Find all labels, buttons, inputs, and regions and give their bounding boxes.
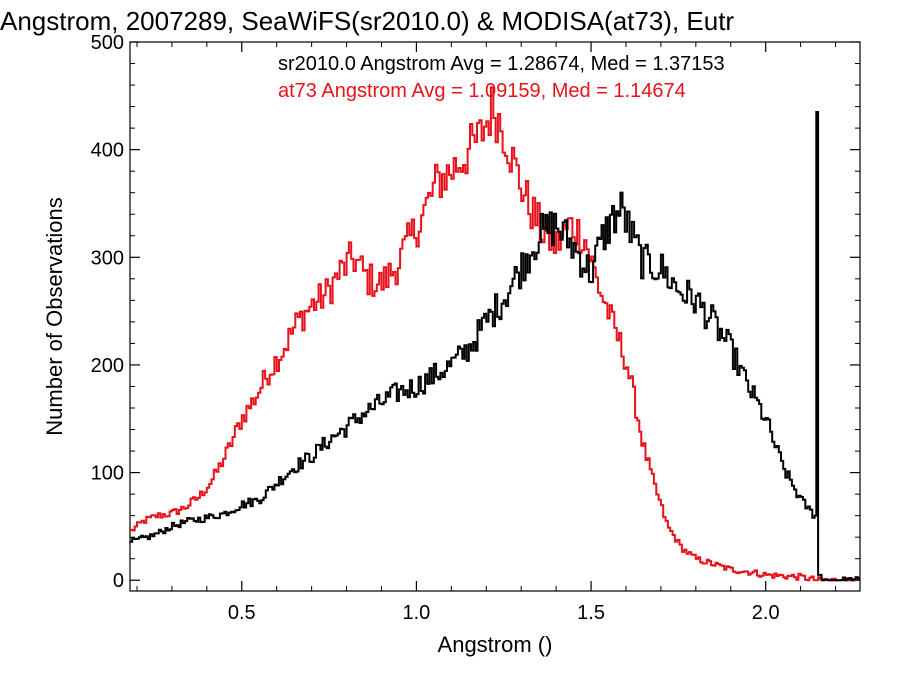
y-tick-label: 500 [91,32,124,54]
y-tick-label: 400 [91,140,124,162]
y-axis-label: Number of Observations [42,197,67,435]
chart-title: Angstrom, 2007289, SeaWiFS(sr2010.0) & M… [0,6,734,36]
x-axis: 0.5 1.0 1.5 2.0 [136,42,837,624]
y-tick-label: 300 [91,247,124,269]
series-sr2010-line [130,111,860,582]
x-tick-label: 2.0 [752,602,780,624]
y-tick-label: 0 [113,570,124,592]
series-layer [130,86,860,582]
x-axis-label: Angstrom () [438,632,553,657]
x-tick-label: 1.0 [403,602,431,624]
y-axis: 0 100 200 300 400 500 [91,32,860,592]
x-tick-label: 0.5 [228,602,256,624]
legend-at73-stats: at73 Angstrom Avg = 1.09159, Med = 1.146… [278,80,686,102]
y-tick-label: 100 [91,463,124,485]
y-tick-label: 200 [91,355,124,377]
plot-frame [129,41,861,592]
legend-sr2010-stats: sr2010.0 Angstrom Avg = 1.28674, Med = 1… [278,53,725,75]
series-at73-line [130,86,860,582]
x-tick-label: 1.5 [577,602,605,624]
